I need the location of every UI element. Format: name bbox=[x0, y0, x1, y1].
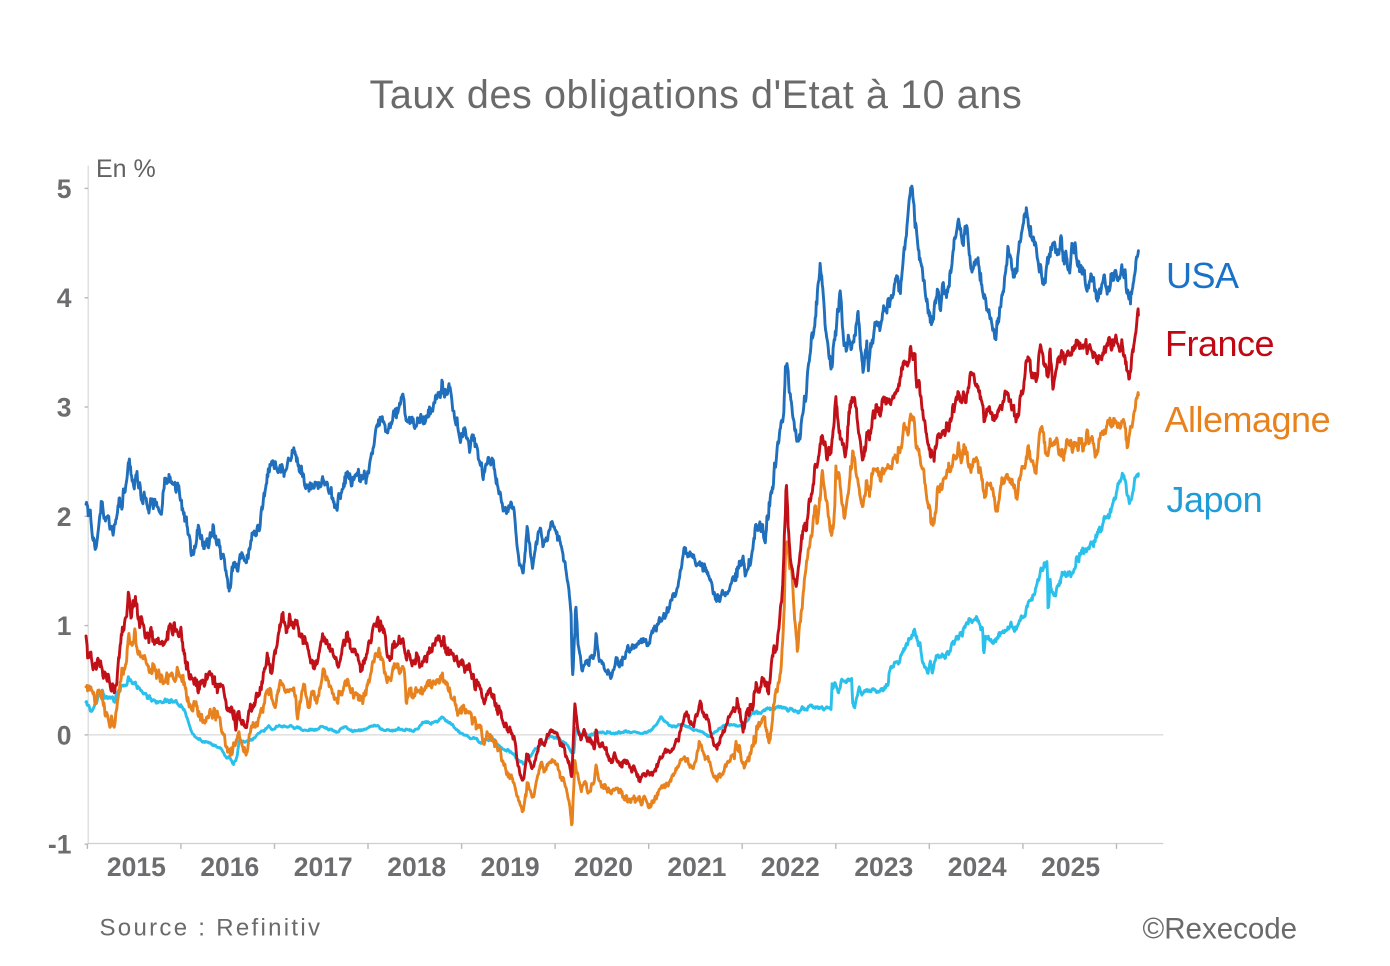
svg-text:2016: 2016 bbox=[200, 852, 259, 882]
svg-text:Source : Refinitiv: Source : Refinitiv bbox=[100, 915, 323, 942]
svg-text:2019: 2019 bbox=[481, 852, 540, 882]
svg-text:5: 5 bbox=[57, 174, 72, 204]
svg-text:2020: 2020 bbox=[574, 852, 633, 882]
svg-text:2: 2 bbox=[57, 502, 72, 532]
svg-text:©Rexecode: ©Rexecode bbox=[1143, 913, 1298, 946]
svg-text:Taux des obligations d'Etat à: Taux des obligations d'Etat à 10 ans bbox=[370, 73, 1023, 117]
svg-text:4: 4 bbox=[57, 283, 72, 313]
svg-text:0: 0 bbox=[57, 720, 72, 750]
svg-text:2024: 2024 bbox=[948, 852, 1007, 882]
svg-text:2023: 2023 bbox=[854, 852, 913, 882]
svg-text:2015: 2015 bbox=[107, 852, 166, 882]
svg-text:2021: 2021 bbox=[667, 852, 726, 882]
svg-text:France: France bbox=[1165, 323, 1274, 364]
svg-text:2017: 2017 bbox=[294, 852, 353, 882]
svg-text:Japon: Japon bbox=[1167, 479, 1263, 520]
svg-text:-1: -1 bbox=[48, 830, 72, 860]
svg-text:1: 1 bbox=[57, 611, 72, 641]
svg-text:En %: En % bbox=[96, 155, 156, 183]
svg-text:Allemagne: Allemagne bbox=[1165, 399, 1331, 440]
svg-text:2022: 2022 bbox=[761, 852, 820, 882]
svg-text:2025: 2025 bbox=[1041, 852, 1100, 882]
svg-text:2018: 2018 bbox=[387, 852, 446, 882]
svg-text:USA: USA bbox=[1166, 255, 1239, 296]
svg-text:3: 3 bbox=[57, 393, 72, 423]
